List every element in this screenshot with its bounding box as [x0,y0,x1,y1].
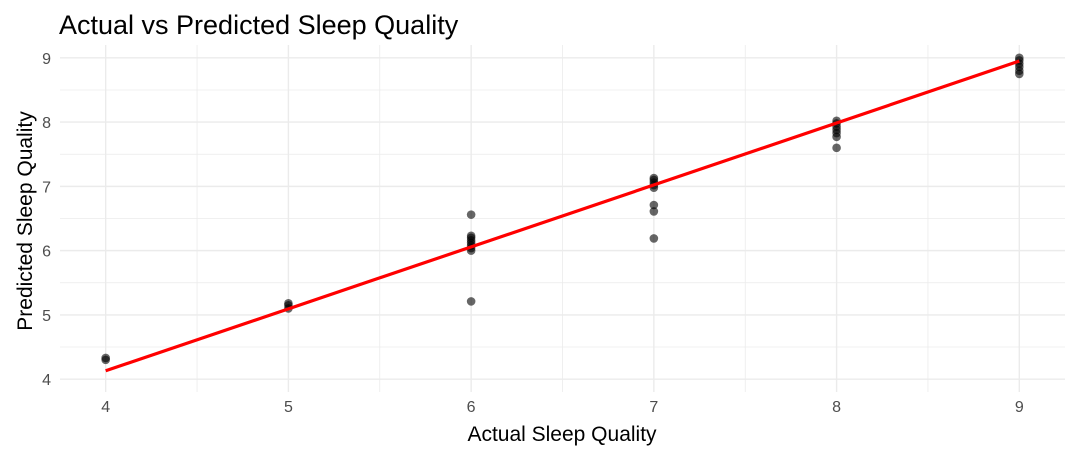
data-point [101,355,110,365]
y-tick-label: 8 [42,115,51,132]
x-tick-label: 8 [832,399,841,416]
data-point [466,297,476,306]
y-tick-label: 9 [42,51,51,68]
data-point [466,210,476,219]
x-tick-label: 9 [1015,399,1024,416]
fit-line-group [105,59,1020,373]
data-point [1015,69,1024,79]
fit-line [105,59,1020,373]
y-tick-label: 6 [42,244,51,261]
chart-title: Actual vs Predicted Sleep Quality [59,10,459,40]
x-tick-label: 4 [101,399,110,416]
y-tick-label: 7 [42,179,51,196]
x-axis-title: Actual Sleep Quality [467,423,657,446]
data-point [832,143,841,153]
x-tick-label: 6 [467,399,476,416]
y-tick-labels: 4 5 6 7 8 9 [42,51,51,389]
minor-gridlines [60,45,1065,392]
x-tick-label: 5 [284,399,293,416]
data-point [649,207,659,216]
data-point [832,132,841,142]
y-tick-label: 4 [42,372,51,389]
x-tick-labels: 4 5 6 7 8 9 [101,399,1024,416]
data-point [649,234,659,243]
y-axis-title: Predicted Sleep Quality [14,111,37,331]
y-tick-label: 5 [42,308,51,325]
x-tick-label: 7 [649,399,658,416]
data-point [649,200,659,210]
